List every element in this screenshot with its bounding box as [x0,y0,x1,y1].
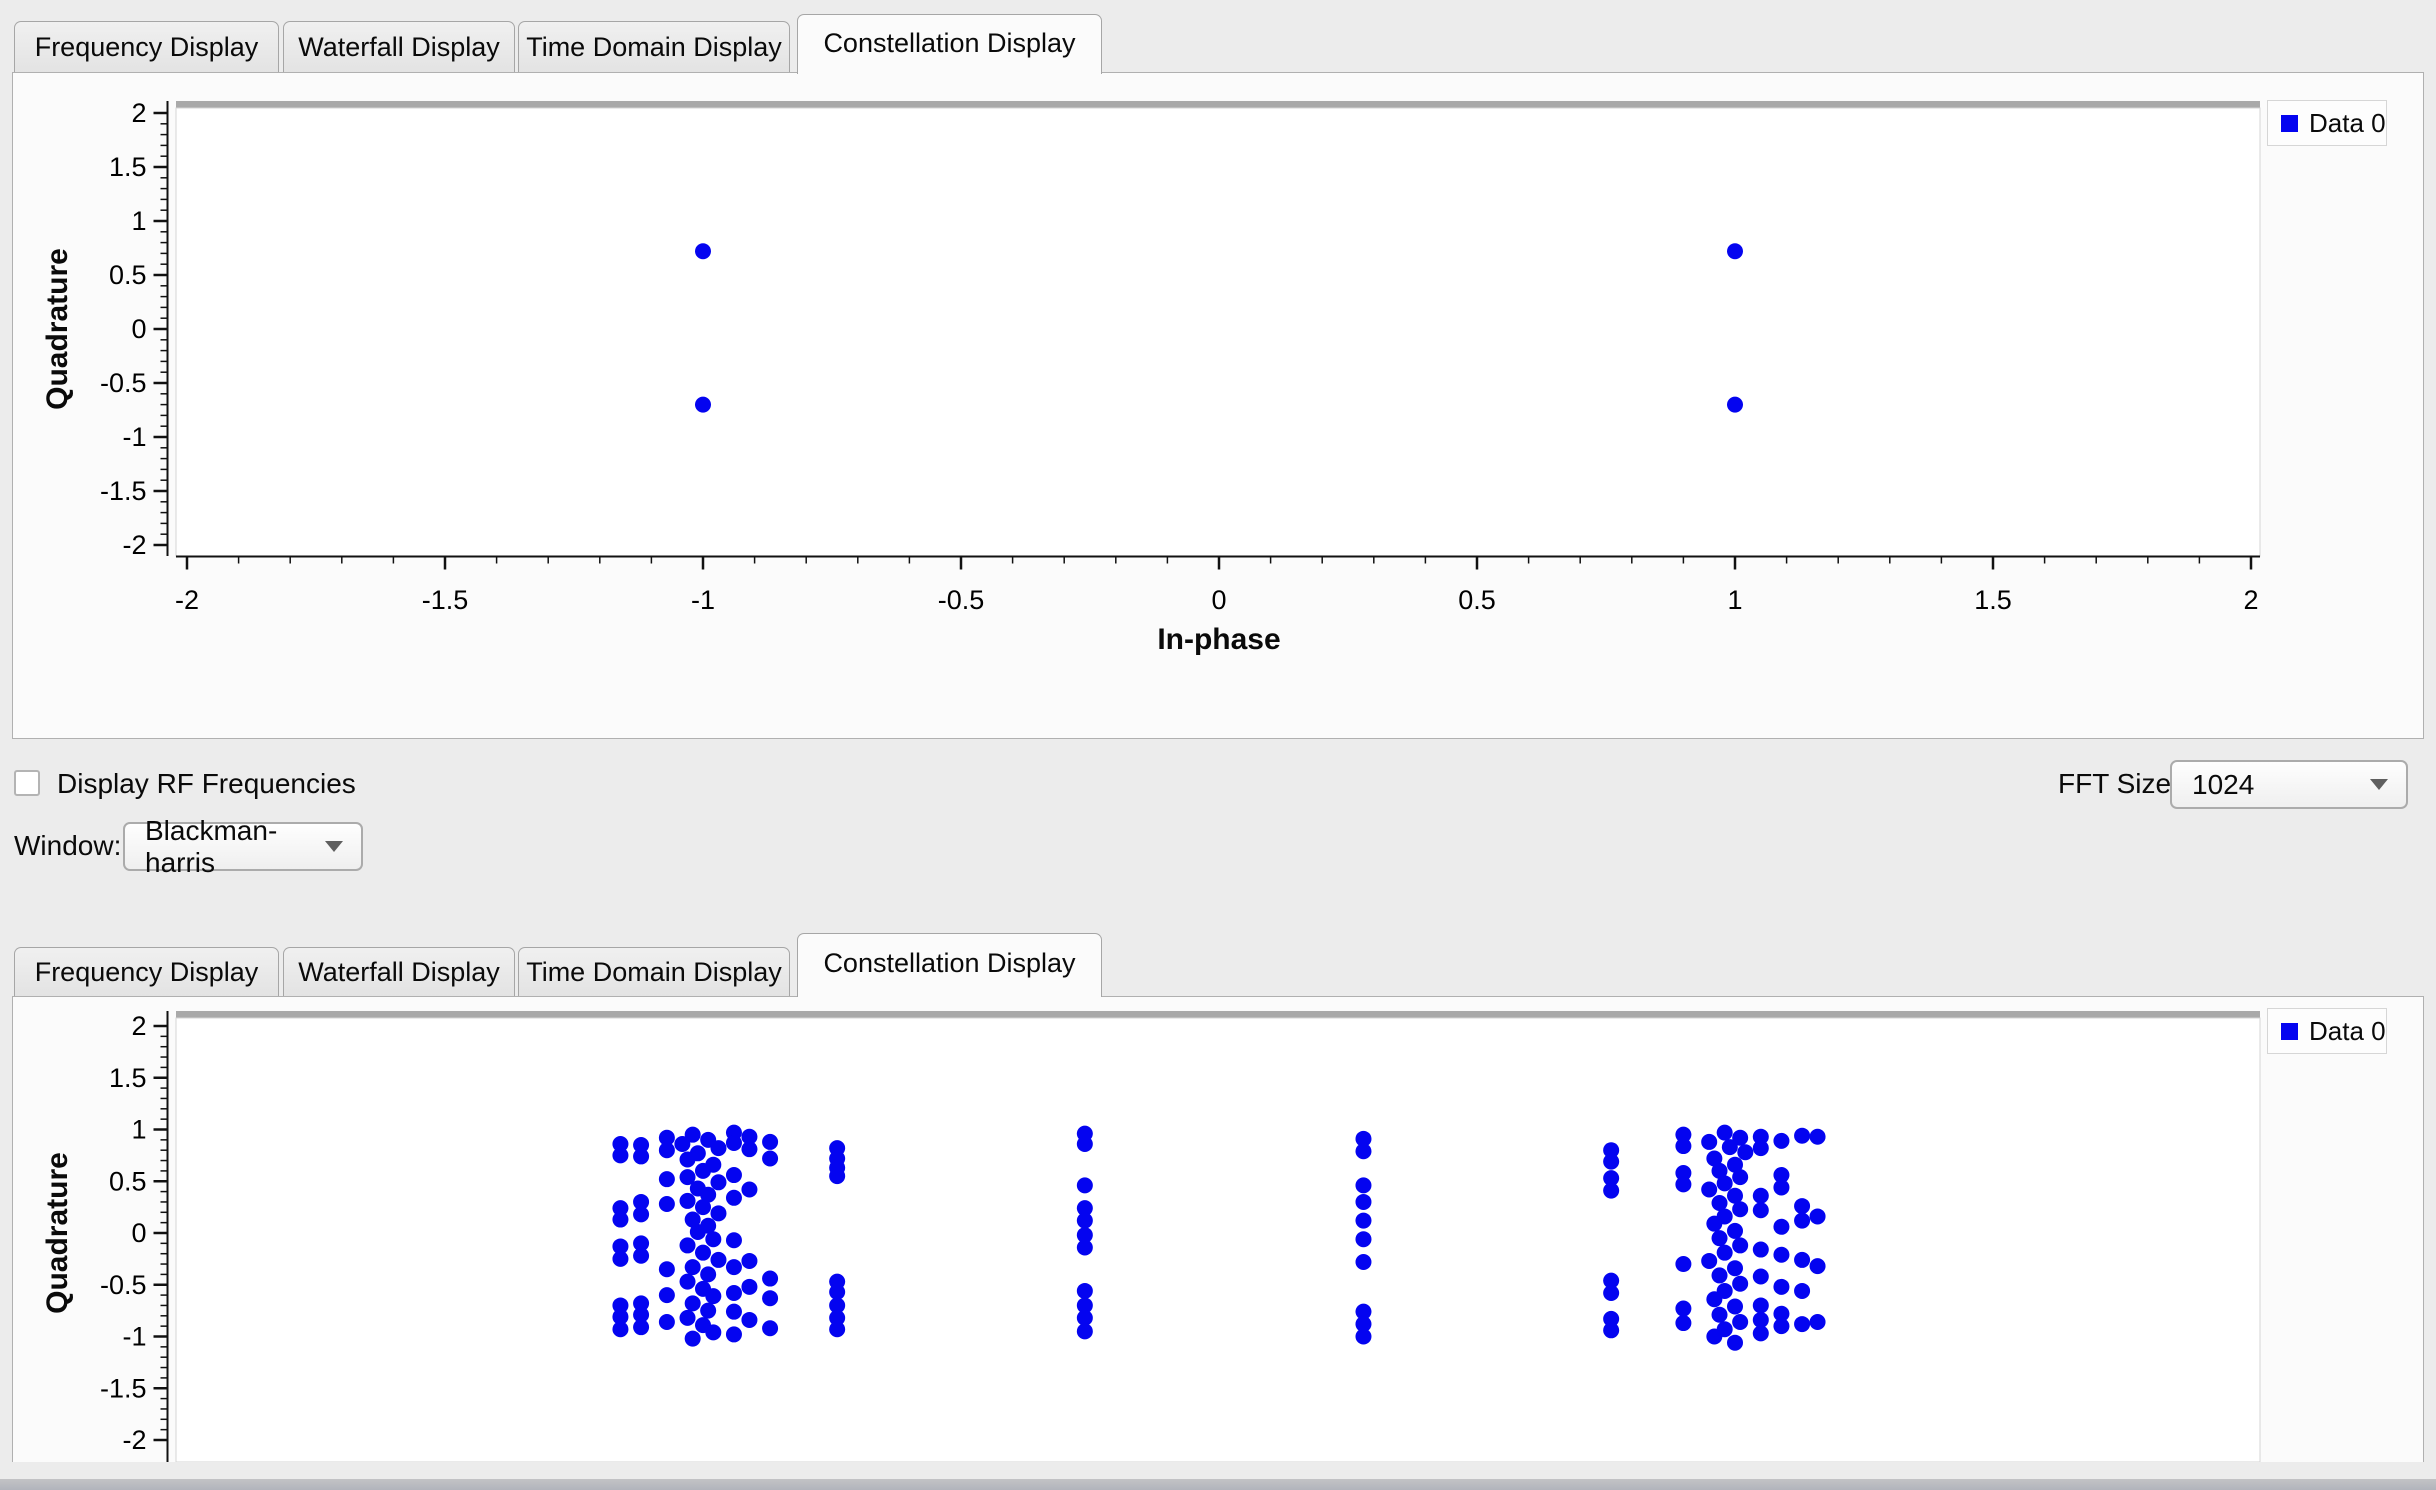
tab-waterfall-display-bottom[interactable]: Waterfall Display [283,947,515,996]
display-rf-frequencies-label: Display RF Frequencies [57,768,356,799]
svg-text:0.5: 0.5 [109,260,147,290]
svg-text:2: 2 [131,98,146,128]
tab-constellation-display-top[interactable]: Constellation Display [797,14,1102,74]
svg-text:1: 1 [131,1115,146,1145]
chevron-down-icon [2370,779,2388,790]
tab-frequency-display-top[interactable]: Frequency Display [14,21,279,72]
tab-time-domain-display-bottom[interactable]: Time Domain Display [518,947,790,996]
fft-size-value: 1024 [2192,768,2255,800]
svg-text:-1: -1 [691,585,715,615]
chevron-down-icon [325,841,343,852]
legend-top: Data 0 [2267,100,2387,146]
window-value: Blackman-harris [145,814,278,878]
svg-text:-0.5: -0.5 [938,585,985,615]
svg-text:0.5: 0.5 [1458,585,1496,615]
svg-text:0: 0 [131,314,146,344]
svg-text:2: 2 [2243,585,2258,615]
window-dropdown[interactable]: Blackman-harris [123,815,363,878]
window-bottom-edge [0,1479,2436,1490]
svg-text:-0.5: -0.5 [100,368,147,398]
legend-swatch-icon [2281,114,2298,132]
constellation-plot-bottom[interactable]: 2 1.5 1 0.5 0 -0.5 -1 -1.5 -2 [12,996,2423,1462]
display-rf-frequencies-checkbox[interactable] [14,770,40,796]
tab-time-domain-display-top[interactable]: Time Domain Display [518,21,790,72]
svg-text:1.5: 1.5 [1974,585,2012,615]
svg-text:-2: -2 [122,1425,146,1455]
svg-text:-1: -1 [122,422,146,452]
svg-text:-1.5: -1.5 [100,1373,147,1403]
svg-text:0: 0 [1211,585,1226,615]
svg-text:-1.5: -1.5 [422,585,469,615]
svg-text:-2: -2 [122,530,146,560]
fft-size-label: FFT Size: [2058,768,2179,799]
y-axis-label-bottom: Quadrature [41,1152,74,1314]
svg-text:0: 0 [131,1218,146,1248]
legend-swatch-icon [2281,1022,2298,1040]
window-bottom-margin [0,1462,2436,1479]
svg-text:-2: -2 [175,585,199,615]
svg-text:1: 1 [131,206,146,236]
tab-constellation-display-bottom[interactable]: Constellation Display [797,933,1102,997]
window-label: Window: [14,830,122,861]
svg-text:0.5: 0.5 [109,1166,147,1196]
svg-text:-1: -1 [122,1322,146,1352]
legend-label: Data 0 [2309,107,2386,138]
svg-text:1.5: 1.5 [109,152,147,182]
legend-bottom: Data 0 [2267,1008,2387,1054]
tab-waterfall-display-top[interactable]: Waterfall Display [283,21,515,72]
svg-text:2: 2 [131,1011,146,1041]
svg-text:-0.5: -0.5 [100,1270,147,1300]
svg-text:-1.5: -1.5 [100,476,147,506]
constellation-plot-top[interactable]: 2 1.5 1 0.5 0 -0.5 -1 -1.5 -2 -2 -1.5 -1 -0.5 0 0.5 1 1.… [12,72,2423,736]
fft-size-dropdown[interactable]: 1024 [2170,760,2408,809]
svg-text:1.5: 1.5 [109,1063,147,1093]
tab-frequency-display-bottom[interactable]: Frequency Display [14,947,279,996]
y-axis-label-top: Quadrature [41,248,74,410]
x-axis-label-top: In-phase [1157,623,1281,656]
legend-label: Data 0 [2309,1015,2386,1046]
svg-text:1: 1 [1727,585,1742,615]
